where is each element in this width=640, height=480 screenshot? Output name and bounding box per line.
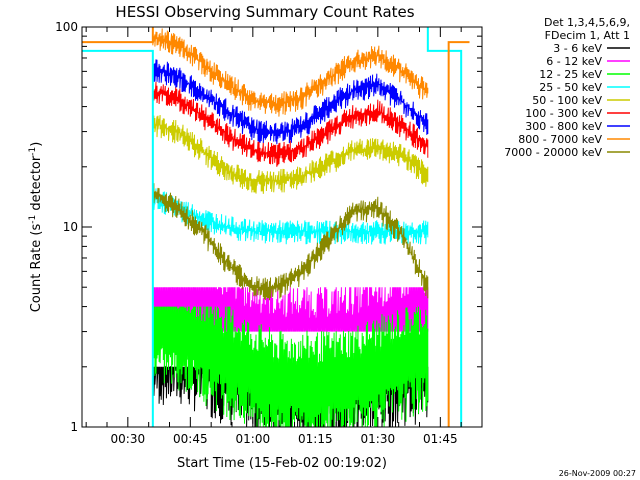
legend-label: 25 - 50 keV [539,81,602,94]
legend-label: 12 - 25 keV [539,68,602,81]
legend-label: 7000 - 20000 keV [504,146,602,159]
y-tick-label: 100 [55,20,78,34]
y-label-end: ) [29,142,44,147]
legend-label: 800 - 7000 keV [518,133,602,146]
x-axis-label: Start Time (15-Feb-02 00:19:02) [177,456,387,471]
y-label-prefix: Count Rate (s [29,224,44,313]
legend-header-line: FDecim 1, Att 1 [545,29,630,42]
series-line [152,58,429,145]
x-axis: 00:30 00:45 01:00 01:15 01:30 01:45 [85,27,483,446]
series-line [152,188,429,245]
legend-header-line: Det 1,3,4,5,6,9, [544,16,630,29]
x-tick-label: 01:45 [423,432,458,446]
legend-label: 6 - 12 keV [546,55,602,68]
y-axis: 1 10 100 [55,20,482,434]
legend-label: 300 - 800 keV [525,120,602,133]
x-tick-label: 00:30 [111,432,146,446]
legend-label: 50 - 100 keV [532,94,602,107]
legend-label: 3 - 6 keV [553,42,602,55]
x-tick-label: 01:00 [236,432,271,446]
y-tick-label: 10 [63,220,78,234]
footer-timestamp: 26-Nov-2009 00:27 [559,469,636,478]
y-axis-label: Count Rate (s-1 detector-1) [28,142,44,313]
y-label-mid: detector [29,155,44,215]
series-line [152,114,429,194]
series-line [82,49,154,427]
legend: Det 1,3,4,5,6,9, FDecim 1, Att 1 3 - 6 k… [504,16,630,159]
legend-label: 100 - 300 keV [525,107,602,120]
x-tick-label: 01:30 [361,432,396,446]
series-line [152,183,429,301]
y-label-sup2: -1 [28,147,38,156]
series-line [426,27,463,427]
series-line [152,81,429,167]
plot-area [82,27,470,427]
chart-title: HESSI Observing Summary Count Rates [115,3,414,21]
y-label-sup: -1 [28,215,38,224]
x-tick-label: 01:15 [298,432,333,446]
series-line [152,306,429,427]
y-tick-label: 1 [70,420,78,434]
x-tick-label: 00:45 [173,432,208,446]
series-line [82,27,154,44]
series-line [447,41,470,427]
series-line [152,28,429,117]
